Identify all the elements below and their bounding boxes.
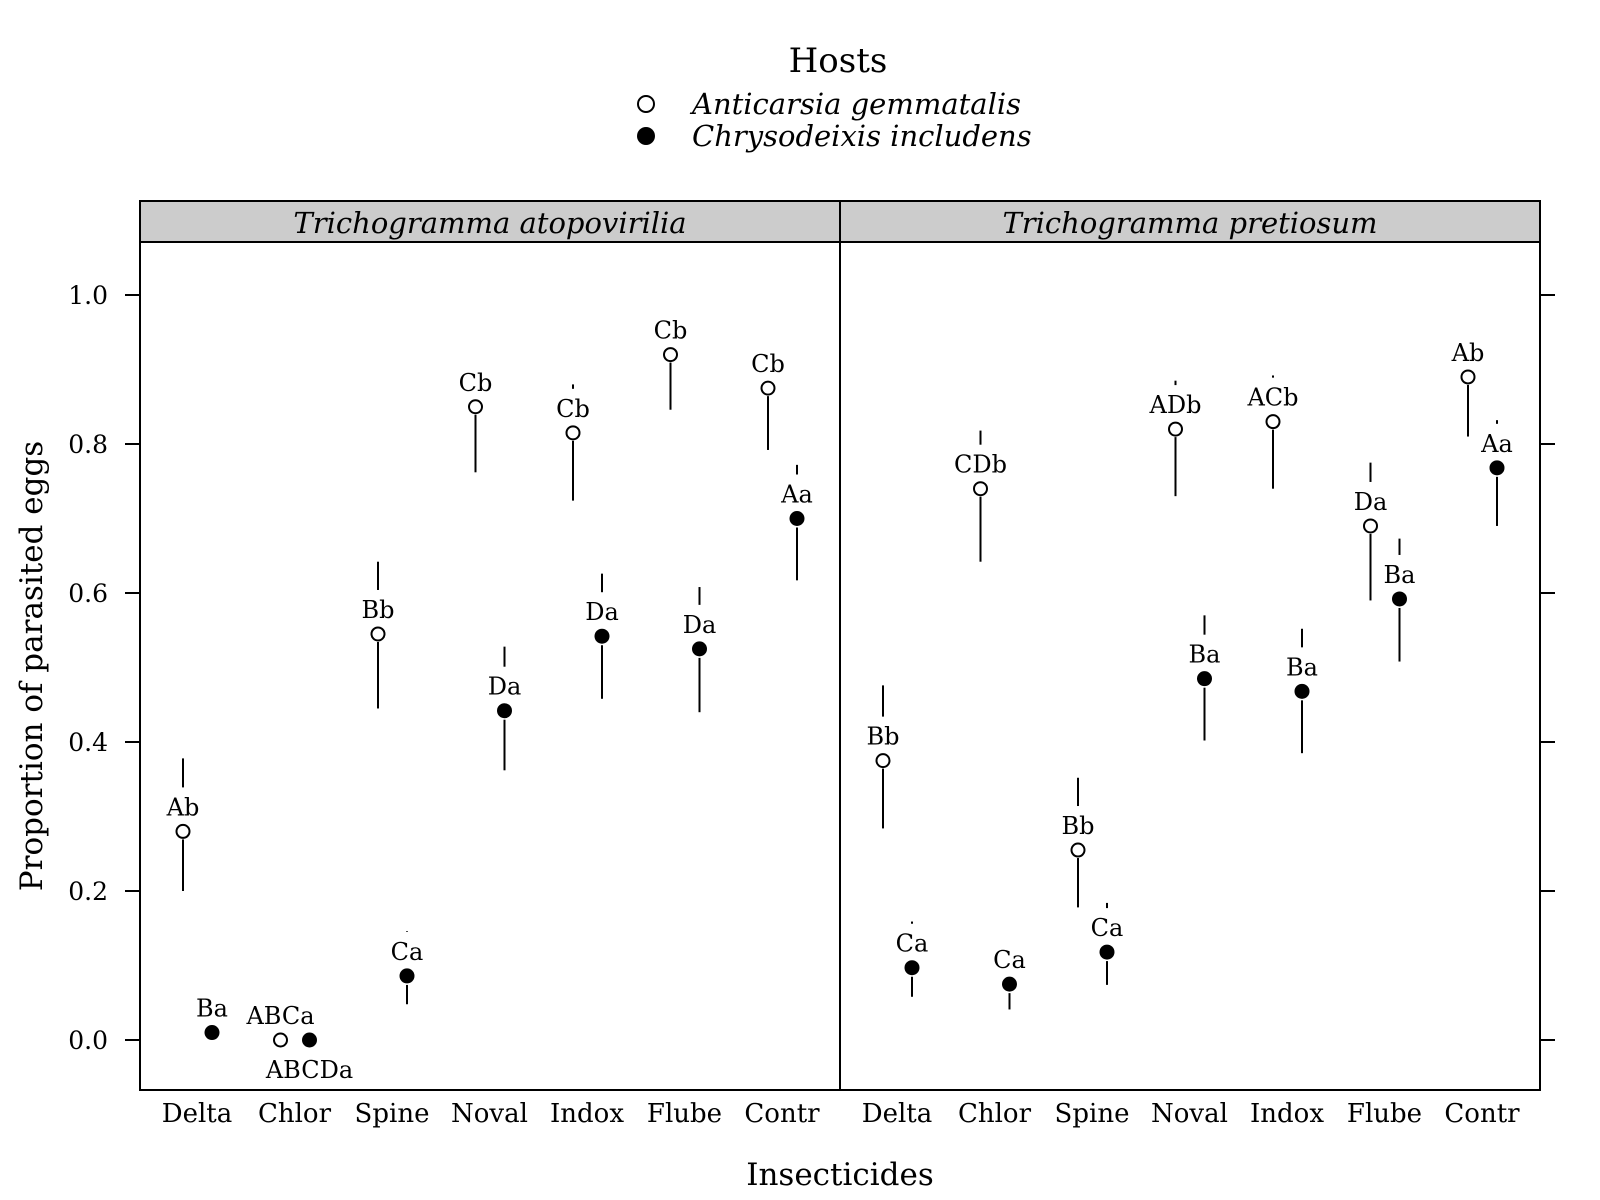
point-anticarsia <box>1168 421 1183 437</box>
point-anticarsia <box>1363 518 1378 534</box>
point-label: Ba <box>1286 653 1318 681</box>
x-tick-label: Chlor <box>258 1099 332 1129</box>
x-tick-label: Spine <box>1055 1099 1130 1129</box>
point-label: Aa <box>1480 430 1513 458</box>
panel-frame-right <box>839 241 1541 1091</box>
point-label: Ca <box>993 946 1026 974</box>
x-tick-label: Flube <box>647 1099 722 1129</box>
x-tick-label: Contr <box>744 1099 820 1129</box>
x-tick-label: Noval <box>1151 1099 1228 1129</box>
point-label: Ba <box>1384 561 1416 589</box>
point-chrysodeixis <box>1392 591 1407 607</box>
strip-left <box>139 200 841 243</box>
point-chrysodeixis <box>1099 944 1115 960</box>
x-axis-title: Insecticides <box>746 1157 934 1193</box>
x-tick-label: Indox <box>550 1099 624 1129</box>
point-chrysodeixis <box>1489 460 1505 476</box>
y-axis-left: 0.0 0.2 0.4 0.6 0.8 1.0 <box>68 281 140 1055</box>
point-anticarsia <box>565 425 581 441</box>
legend-open-circle-icon <box>637 95 655 113</box>
point-label: ABCa <box>245 1002 314 1030</box>
legend-title: Hosts <box>789 41 888 81</box>
point-label: Da <box>488 673 522 701</box>
strip-right <box>839 200 1541 243</box>
point-label: Da <box>585 598 619 626</box>
point-label: Cb <box>751 350 785 378</box>
point-chrysodeixis <box>1197 671 1212 687</box>
y-tick-label: 0.6 <box>68 579 108 608</box>
y-tick-label: 0.4 <box>68 728 108 757</box>
point-label: Da <box>1354 488 1388 516</box>
point-label: Ab <box>166 793 200 821</box>
point-label: Ca <box>391 938 424 966</box>
y-tick-label: 1.0 <box>68 281 108 310</box>
x-tick-label: Spine <box>355 1099 430 1129</box>
point-anticarsia <box>875 753 891 769</box>
point-label: ABCDa <box>265 1056 353 1084</box>
point-label: Aa <box>780 481 813 509</box>
point-label: Cb <box>556 395 590 423</box>
point-anticarsia <box>760 380 776 396</box>
x-axis: Delta Chlor Spine Noval Indox Flube Contr Delta… <box>162 1099 1520 1129</box>
panel-title-atopovirilia: Trichogramma atopovirilia <box>293 206 686 240</box>
point-label: Bb <box>867 723 900 751</box>
point-label: ACb <box>1246 384 1298 412</box>
point-chrysodeixis <box>692 641 707 657</box>
point-label: Bb <box>362 596 395 624</box>
point-anticarsia <box>273 1032 288 1048</box>
point-anticarsia <box>1460 369 1476 385</box>
point-label: Cb <box>654 317 688 345</box>
point-label: Ca <box>1091 914 1124 942</box>
point-label: Da <box>683 611 717 639</box>
x-tick-label: Chlor <box>958 1099 1032 1129</box>
point-anticarsia <box>175 823 191 839</box>
x-tick-label: Flube <box>1347 1099 1422 1129</box>
point-label: Ca <box>896 930 929 958</box>
point-anticarsia <box>370 626 386 642</box>
point-chrysodeixis <box>497 703 512 719</box>
x-tick-label: Delta <box>862 1099 933 1129</box>
y-axis-right <box>1540 294 1555 1041</box>
point-label: Cb <box>459 369 493 397</box>
point-anticarsia <box>1265 414 1281 430</box>
y-tick-label: 0.0 <box>68 1026 108 1055</box>
y-tick-label: 0.8 <box>68 430 108 459</box>
y-axis-title: Proportion of parasited eggs <box>14 441 50 891</box>
point-chrysodeixis <box>204 1025 220 1041</box>
point-label: Bb <box>1062 812 1095 840</box>
point-chrysodeixis <box>399 968 415 984</box>
x-tick-label: Delta <box>162 1099 233 1129</box>
point-label: CDb <box>954 451 1007 479</box>
point-anticarsia <box>973 481 988 497</box>
x-tick-label: Noval <box>451 1099 528 1129</box>
legend-entry-anticarsia: Anticarsia gemmatalis <box>689 87 1021 121</box>
point-chrysodeixis <box>1002 976 1017 992</box>
data-marks: Ab ABCa Bb Cb Cb Cb Cb Ba ABCDa Ca Da Da Da Aa Bb CDb Bb… <box>166 317 1513 1084</box>
point-chrysodeixis <box>594 628 610 644</box>
legend-filled-circle-icon <box>637 127 655 145</box>
point-anticarsia <box>663 347 678 363</box>
point-anticarsia <box>1070 842 1086 858</box>
y-tick-label: 0.2 <box>68 877 108 906</box>
point-anticarsia <box>468 399 483 415</box>
point-chrysodeixis <box>1294 683 1310 699</box>
point-chrysodeixis <box>904 960 920 976</box>
point-label: ADb <box>1149 391 1202 419</box>
legend: Hosts Anticarsia gemmatalis Chrysodeixis… <box>637 41 1032 153</box>
panel-title-pretiosum: Trichogramma pretiosum <box>1002 206 1377 240</box>
point-chrysodeixis <box>302 1032 317 1048</box>
point-chrysodeixis <box>789 511 805 526</box>
x-tick-label: Indox <box>1250 1099 1324 1129</box>
point-label: Ab <box>1451 339 1485 367</box>
x-tick-label: Contr <box>1444 1099 1520 1129</box>
point-label: Ba <box>196 995 228 1023</box>
legend-entry-chrysodeixis: Chrysodeixis includens <box>692 119 1032 153</box>
point-label: Ba <box>1189 641 1221 669</box>
